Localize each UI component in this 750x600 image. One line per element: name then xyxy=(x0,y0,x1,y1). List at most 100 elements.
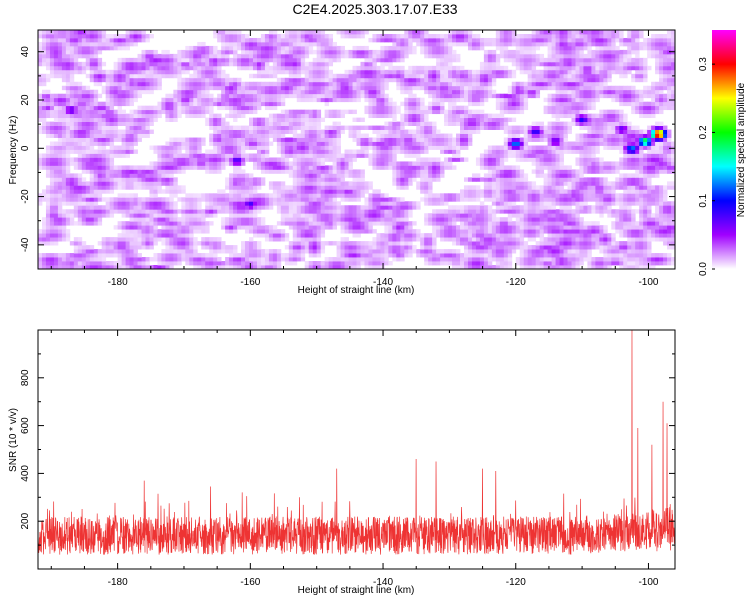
heatmap-cell xyxy=(45,189,51,194)
heatmap-cell xyxy=(643,205,648,210)
heatmap-cell xyxy=(245,181,250,186)
heatmap-cell xyxy=(452,249,457,254)
heatmap-cell xyxy=(571,189,576,194)
heatmap-cell xyxy=(109,121,115,126)
heatmap-cell xyxy=(77,121,83,126)
heatmap-cell xyxy=(201,261,206,266)
heatmap-cell xyxy=(141,245,146,250)
heatmap-cell xyxy=(479,217,485,222)
heatmap-cell xyxy=(655,233,660,238)
heatmap-cell xyxy=(85,197,91,202)
heatmap-cell xyxy=(619,181,624,186)
heatmap-cell xyxy=(503,125,509,130)
heatmap-cell xyxy=(471,209,477,214)
heatmap-cell xyxy=(324,201,330,206)
heatmap-cell xyxy=(237,125,242,130)
heatmap-cell xyxy=(137,205,142,210)
heatmap-cell xyxy=(487,265,493,269)
heatmap-cell xyxy=(412,177,417,182)
heatmap-cell xyxy=(308,205,314,210)
heatmap-cell xyxy=(89,145,95,150)
heatmap-cell xyxy=(121,265,126,269)
heatmap-cell xyxy=(559,217,564,222)
heatmap-cell xyxy=(651,137,656,142)
heatmap-cell xyxy=(659,237,664,242)
heatmap-cell xyxy=(193,209,198,214)
heatmap-cell xyxy=(197,217,202,222)
heatmap-cell xyxy=(328,153,334,158)
heatmap-cell xyxy=(519,177,525,182)
heatmap-cell xyxy=(221,205,226,210)
heatmap-cell xyxy=(177,217,182,222)
heatmap-cell xyxy=(252,129,258,134)
heatmap-cell xyxy=(424,169,429,174)
heatmap-cell xyxy=(65,237,71,242)
heatmap-cell xyxy=(372,197,377,202)
heatmap-cell xyxy=(77,109,83,115)
heatmap-cell xyxy=(133,113,138,119)
heatmap-cell xyxy=(69,145,75,150)
heatmap-cell xyxy=(607,113,612,119)
heatmap-cell xyxy=(563,233,568,238)
heatmap-cell xyxy=(440,169,445,174)
heatmap-cell xyxy=(396,249,401,254)
heatmap-cell xyxy=(296,257,302,262)
heatmap-cell xyxy=(316,265,322,269)
heatmap-cell xyxy=(105,113,111,119)
heatmap-cell xyxy=(356,221,361,226)
heatmap-cell xyxy=(252,241,258,246)
heatmap-cell xyxy=(404,185,409,190)
heatmap-cell xyxy=(420,189,425,194)
heatmap-cell xyxy=(639,145,644,150)
heatmap-cell xyxy=(527,245,533,250)
heatmap-cell xyxy=(264,201,270,206)
heatmap-cell xyxy=(663,217,668,222)
heatmap-cell xyxy=(113,197,119,202)
heatmap-cell xyxy=(340,253,345,258)
heatmap-cell xyxy=(647,241,652,246)
heatmap-cell xyxy=(392,197,397,202)
heatmap-cell xyxy=(440,261,445,266)
heatmap-cell xyxy=(145,209,150,214)
heatmap-cell xyxy=(396,205,401,210)
heatmap-cell xyxy=(456,157,461,162)
heatmap-cell xyxy=(440,149,445,154)
heatmap-cell xyxy=(77,113,83,119)
heatmap-cell xyxy=(388,261,393,266)
heatmap-cell xyxy=(308,185,314,190)
heatmap-cell xyxy=(475,261,481,266)
heatmap-cell xyxy=(452,229,457,234)
heatmap-cell xyxy=(85,193,91,198)
heatmap-cell xyxy=(591,197,596,202)
heatmap-cell xyxy=(567,261,572,266)
heatmap-cell xyxy=(229,197,234,202)
heatmap-cell xyxy=(348,245,353,250)
heatmap-cell xyxy=(344,249,349,254)
heatmap-cell xyxy=(579,261,584,266)
heatmap-cell xyxy=(53,217,59,222)
heatmap-cell xyxy=(157,217,162,222)
heatmap-cell xyxy=(460,257,465,262)
heatmap-cell xyxy=(639,213,644,218)
heatmap-cell xyxy=(217,153,222,158)
heatmap-cell xyxy=(121,145,126,150)
heatmap-cell xyxy=(523,129,529,134)
heatmap-cell xyxy=(264,197,270,202)
heatmap-cell xyxy=(591,257,596,262)
heatmap-cell xyxy=(511,125,517,130)
heatmap-cell xyxy=(249,121,254,126)
heatmap-cell xyxy=(292,113,298,119)
heatmap-cell xyxy=(340,161,345,166)
heatmap-cell xyxy=(245,145,250,150)
heatmap-cell xyxy=(316,229,322,234)
heatmap-cell xyxy=(264,133,270,138)
heatmap-cell xyxy=(145,241,150,246)
heatmap-cell xyxy=(372,209,377,214)
heatmap-cell xyxy=(205,221,210,226)
heatmap-cell xyxy=(479,225,485,230)
heatmap-cell xyxy=(193,213,198,218)
heatmap-cell xyxy=(161,209,166,214)
heatmap-cell xyxy=(284,221,290,226)
heatmap-cell xyxy=(145,133,150,138)
heatmap-cell xyxy=(165,153,170,158)
